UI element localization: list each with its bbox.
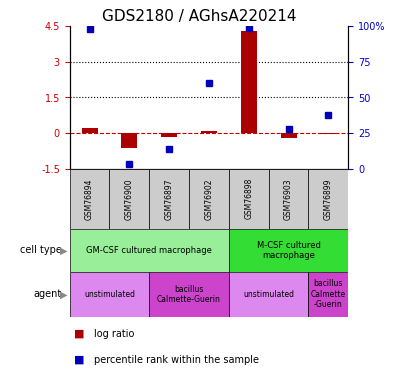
Bar <box>269 169 308 229</box>
Text: GDS2180 / AGhsA220214: GDS2180 / AGhsA220214 <box>102 9 296 24</box>
Bar <box>320 133 336 134</box>
Bar <box>70 272 149 317</box>
Text: cell type: cell type <box>20 245 62 255</box>
Text: ■: ■ <box>74 329 84 339</box>
Text: log ratio: log ratio <box>94 329 134 339</box>
Text: GM-CSF cultured macrophage: GM-CSF cultured macrophage <box>86 246 212 255</box>
Text: percentile rank within the sample: percentile rank within the sample <box>94 355 259 365</box>
Bar <box>82 128 98 133</box>
Text: ■: ■ <box>74 355 84 365</box>
Bar <box>281 133 297 138</box>
Text: GSM76902: GSM76902 <box>205 178 213 219</box>
Bar <box>229 169 269 229</box>
Bar <box>201 131 217 133</box>
Text: ▶: ▶ <box>60 290 68 299</box>
Bar <box>149 272 229 317</box>
Text: M-CSF cultured
macrophage: M-CSF cultured macrophage <box>257 241 320 260</box>
Bar <box>241 31 257 133</box>
Text: GSM76897: GSM76897 <box>165 178 174 219</box>
Bar <box>109 169 149 229</box>
Bar <box>308 272 348 317</box>
Bar <box>70 229 229 272</box>
Text: bacillus
Calmette
-Guerin: bacillus Calmette -Guerin <box>311 279 346 309</box>
Text: bacillus
Calmette-Guerin: bacillus Calmette-Guerin <box>157 285 221 304</box>
Text: GSM76899: GSM76899 <box>324 178 333 219</box>
Bar <box>161 133 177 136</box>
Text: ▶: ▶ <box>60 245 68 255</box>
Bar <box>308 169 348 229</box>
Bar <box>229 229 348 272</box>
Text: agent: agent <box>33 290 62 299</box>
Text: unstimulated: unstimulated <box>243 290 294 299</box>
Bar <box>70 169 109 229</box>
Bar <box>229 272 308 317</box>
Bar <box>149 169 189 229</box>
Text: GSM76900: GSM76900 <box>125 178 134 220</box>
Bar <box>121 133 137 148</box>
Bar <box>189 169 229 229</box>
Text: GSM76898: GSM76898 <box>244 178 253 219</box>
Text: unstimulated: unstimulated <box>84 290 135 299</box>
Text: GSM76903: GSM76903 <box>284 178 293 220</box>
Text: GSM76894: GSM76894 <box>85 178 94 219</box>
